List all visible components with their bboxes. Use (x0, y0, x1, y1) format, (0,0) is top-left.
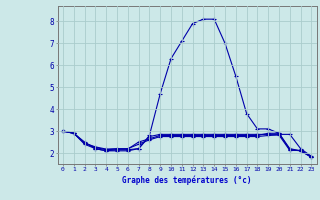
X-axis label: Graphe des températures (°c): Graphe des températures (°c) (123, 175, 252, 185)
